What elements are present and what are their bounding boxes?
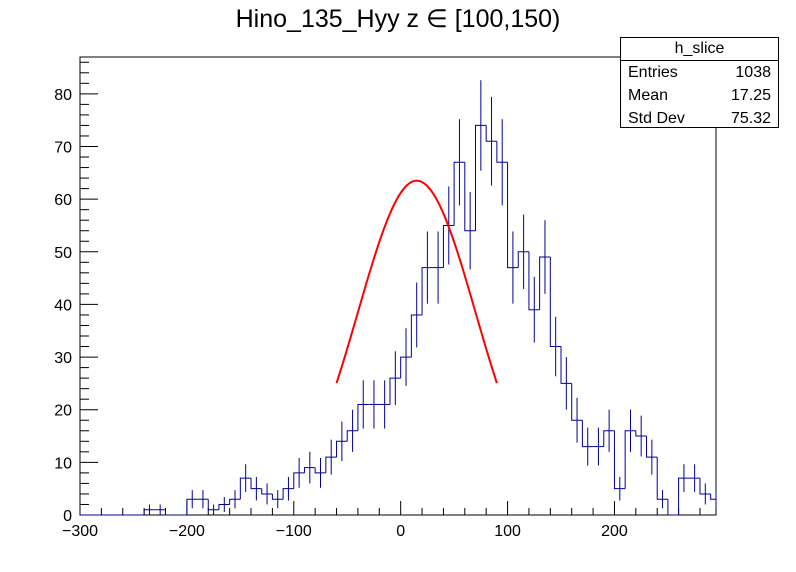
histogram-bin [207,499,219,511]
chart-title: Hino_135_Hyy z ∈ [100,150) [235,5,561,33]
histogram-bin [678,477,690,515]
axis-tick-labels: −300 −200 −100 0 100 200 0 10 20 30 40 50 60 70 80 [54,87,628,540]
histogram-bin [624,430,636,489]
stats-value: 1038 [735,64,771,81]
y-tick-label: 60 [54,192,72,209]
histogram-bin [464,162,476,232]
histogram-bin [549,257,562,348]
gaussian-fit-curve [335,179,498,384]
histogram-bin [474,124,487,231]
histogram-bin [699,478,711,495]
stats-value: 17.25 [730,87,771,104]
y-tick-label: 20 [54,403,72,420]
histogram-bins [80,124,716,516]
histogram-bin [410,314,423,358]
stats-box-title: h_slice [621,38,778,61]
histogram-bin [325,456,337,473]
histogram-bin [560,346,572,384]
histogram-bin [507,162,519,269]
histogram-bin [336,440,348,458]
x-tick-label: 0 [396,523,405,540]
histogram-bin [635,430,647,437]
histogram-bin [218,503,230,510]
axis-ticks [79,61,701,516]
histogram-bin [229,498,241,505]
plot-frame [79,56,717,516]
histogram-bin [571,383,583,421]
histogram-bin [282,488,294,500]
y-tick-label: 40 [54,297,72,314]
histogram-bin [581,420,594,448]
stats-box: h_slice Entries 1038 Mean 17.25 Std Dev … [620,37,779,128]
stats-row-mean: Mean 17.25 [621,84,778,107]
histogram-bin [613,430,626,490]
histogram-bin [250,478,262,490]
stats-row-std-dev: Std Dev 75.32 [621,107,778,130]
histogram-bin [261,488,273,495]
histogram-bin [239,477,252,500]
histogram-bin [517,251,529,268]
histogram-bin [603,430,615,447]
y-tick-label: 30 [54,350,72,367]
histogram-bin [646,436,658,458]
histogram-bin [667,499,679,516]
histogram-bin [271,493,284,500]
stats-label: Mean [628,87,669,104]
histogram-bin [528,251,540,311]
histogram-bin [186,498,198,515]
stats-label: Std Dev [628,110,685,127]
histogram-bin [539,256,551,310]
y-tick-label: 0 [63,508,72,525]
x-tick-label: −200 [169,523,205,540]
histogram-bin [165,509,177,516]
y-tick-label: 70 [54,139,72,156]
histogram-bin [314,467,326,474]
x-tick-label: −300 [62,523,98,540]
error-bars [148,80,717,515]
histogram-bin [400,356,412,379]
histogram-bin [303,467,316,473]
histogram-bin [143,509,155,515]
stats-row-entries: Entries 1038 [621,61,778,84]
histogram-bin [496,141,508,163]
x-tick-label: 100 [494,523,521,540]
histogram-bin [293,472,305,489]
y-tick-label: 50 [54,245,72,262]
histogram-bin [442,224,455,268]
histogram-bin [421,267,433,315]
stats-label: Entries [628,64,678,81]
stats-value: 75.32 [730,110,771,127]
y-tick-label: 80 [54,87,72,104]
histogram-bin [485,125,497,142]
x-tick-label: −100 [276,523,312,540]
x-tick-label: 200 [601,523,628,540]
histogram-bin [389,377,401,405]
histogram-bin [710,493,716,500]
histogram-bin [346,430,358,442]
histogram-bin [656,457,668,500]
histogram-bin [453,161,465,226]
y-tick-label: 10 [54,455,72,472]
histogram-bin [357,403,369,431]
